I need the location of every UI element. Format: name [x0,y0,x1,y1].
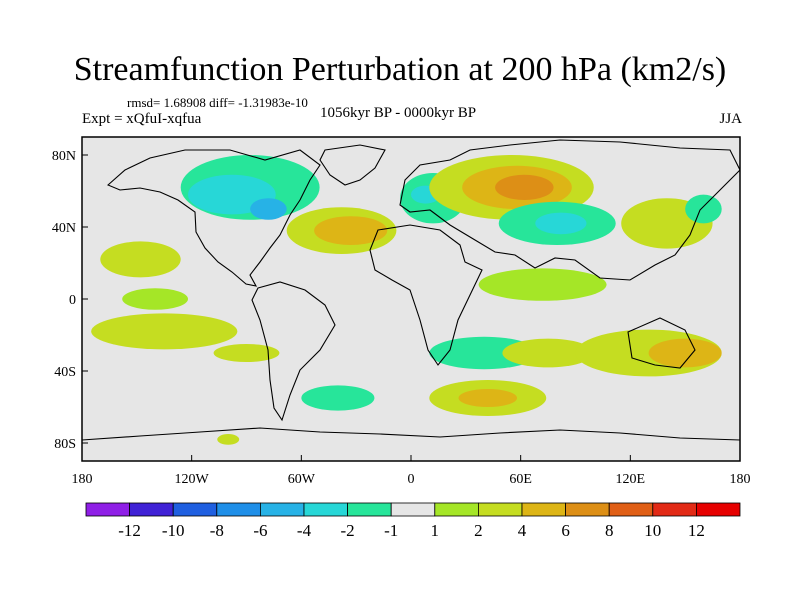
contour-region-4 [219,230,300,267]
colorbar-label: 2 [474,521,483,540]
colorbar-swatch-9 [477,502,523,517]
colorbar-swatch-12 [608,502,654,517]
colorbar-label: 6 [561,521,570,540]
x-tick-label: 120W [175,472,210,487]
contour-region-32 [458,389,518,407]
contour-region-18 [182,299,348,328]
contour-region-25 [502,338,594,368]
coast-antarctica [82,427,740,441]
y-tick-label: 80N [52,149,76,164]
contour-region-3 [323,147,390,170]
colorbar-label: 4 [518,521,527,540]
coast-australia [627,317,696,369]
time-range-subtitle: 1056kyr BP - 0000kyr BP [320,105,477,121]
colorbar-label: -1 [384,521,398,540]
experiment-label: Expt = xQfuI-xqfua [82,111,202,127]
contour-region-20 [91,313,238,350]
coast-south-america [251,281,336,422]
colorbar-label: -12 [118,521,141,540]
coast-eurasia [399,139,740,281]
contour-region-30 [301,385,375,411]
x-tick-label: 60W [288,472,316,487]
contour-region-15 [685,194,722,224]
colorbar-swatch-2 [172,502,218,517]
colorbar-label: -6 [253,521,267,540]
chart-title: Streamfunction Perturbation at 200 hPa (… [73,51,727,88]
colorbar-label: -8 [210,521,224,540]
contour-region-6 [314,216,388,246]
season-label: JJA [719,111,742,127]
contour-region-28-wrap [82,339,93,367]
y-axis-ticks: 80N 40N 0 40S 80S [52,149,88,452]
contour-region-16 [100,241,181,278]
colorbar-swatch-10 [521,502,566,517]
colorbar-label: 12 [688,521,705,540]
colorbar: -12 -10 -8 -6 -4 -2 -1 1 2 4 6 8 10 12 [85,502,741,540]
coast-greenland [319,144,386,186]
colorbar-swatch-3 [216,502,261,517]
contour-region-2 [250,198,287,220]
coast-africa [369,224,483,366]
contour-region-24 [478,268,607,301]
colorbar-swatch-1 [129,502,174,517]
x-axis-ticks: 180 120W 60W 0 60E 120E 180 [72,455,751,487]
colorbar-label: 1 [431,521,440,540]
colorbar-swatch-11 [565,502,610,517]
x-tick-label: 120E [616,472,646,487]
colorbar-label: -2 [341,521,355,540]
coast-north-america [106,149,321,287]
colorbar-swatch-7 [390,502,436,517]
colorbar-label: -10 [162,521,185,540]
y-tick-label: 40N [52,221,76,236]
colorbar-swatch-0 [85,502,130,517]
colorbar-swatch-5 [303,502,348,517]
colorbar-swatch-8 [434,502,479,517]
x-tick-label: 0 [408,472,415,487]
contour-region-27 [648,338,722,368]
colorbar-swatch-13 [652,502,697,517]
colorbar-swatch-14 [696,502,741,517]
x-tick-label: 180 [72,472,93,487]
y-tick-label: 80S [54,437,76,452]
colorbar-label: 10 [644,521,661,540]
y-tick-label: 40S [54,365,76,380]
contour-region-11 [495,174,554,200]
contour-fields [82,147,740,445]
colorbar-swatch-6 [347,502,392,517]
colorbar-label: 8 [605,521,614,540]
stats-text: rmsd= 1.68908 diff= -1.31983e-10 [127,95,308,110]
contour-region-13 [535,212,587,235]
colorbar-swatch-4 [259,502,305,517]
x-tick-label: 180 [730,472,751,487]
contour-region-17 [122,288,189,310]
contour-region-21 [213,344,280,362]
contour-region-28 [721,338,740,368]
colorbar-label: -4 [297,521,312,540]
x-tick-label: 60E [509,472,532,487]
contour-region-33 [217,434,240,445]
y-tick-label: 0 [69,293,76,308]
coastlines [82,139,740,441]
